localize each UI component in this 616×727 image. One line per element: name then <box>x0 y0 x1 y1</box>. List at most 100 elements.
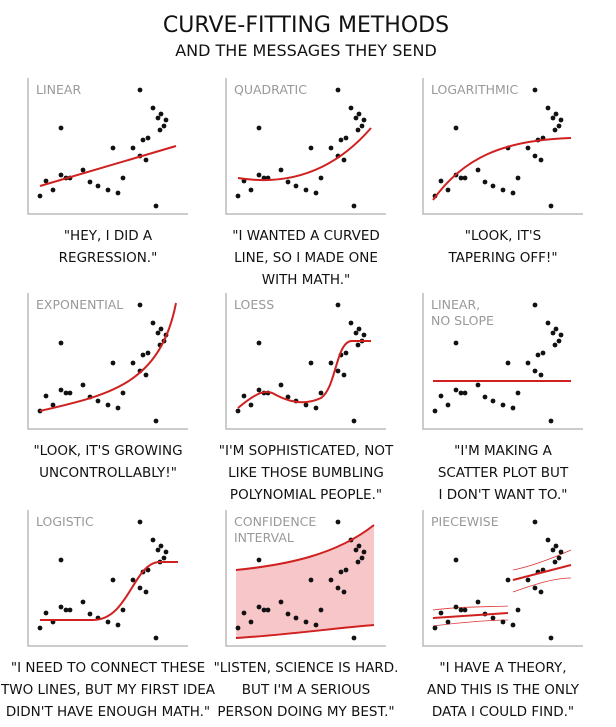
panel-label: QUADRATIC <box>234 82 307 97</box>
dot <box>343 567 349 573</box>
dot <box>335 519 341 525</box>
dot <box>445 187 451 193</box>
dot <box>150 537 156 543</box>
dot <box>155 330 161 336</box>
dot <box>50 187 56 193</box>
dot <box>143 157 149 163</box>
dot <box>145 350 151 356</box>
caption: "LOOK, IT'S GROWING <box>33 443 182 459</box>
dot <box>348 105 354 111</box>
fit-curve <box>235 624 375 639</box>
fit-curve <box>237 340 371 409</box>
dot <box>355 127 361 133</box>
dot <box>538 372 544 378</box>
dot <box>458 390 464 396</box>
dot <box>359 555 365 561</box>
dot <box>278 382 284 388</box>
dot <box>143 589 149 595</box>
dot <box>137 585 143 591</box>
panel-label: LINEAR, <box>431 297 480 312</box>
dot <box>278 599 284 605</box>
dot <box>63 607 69 613</box>
dot <box>341 372 347 378</box>
dot <box>353 115 359 121</box>
dot <box>438 610 444 616</box>
dot <box>475 599 481 605</box>
dot <box>256 340 262 346</box>
dot <box>150 105 156 111</box>
dot <box>351 635 357 641</box>
dot <box>150 320 156 326</box>
dot <box>553 543 559 549</box>
dot <box>335 302 341 308</box>
dot <box>505 577 511 583</box>
dot <box>130 577 136 583</box>
dot <box>110 360 116 366</box>
dot <box>110 145 116 151</box>
dot <box>58 604 64 610</box>
panel: EXPONENTIAL "LOOK, IT'S GROWING UNCONTROLL… <box>27 293 188 481</box>
dot <box>453 557 459 563</box>
dot <box>303 402 309 408</box>
caption: PERSON DOING MY BEST." <box>217 704 394 720</box>
dot <box>158 111 164 117</box>
dot <box>318 175 324 181</box>
dot <box>95 183 101 189</box>
fit-curve <box>39 145 177 187</box>
dot <box>58 387 64 393</box>
caption: "I'M MAKING A <box>454 443 552 459</box>
caption: TAPERING OFF!" <box>447 250 557 266</box>
panel-label: LOESS <box>234 297 274 312</box>
caption: DATA I COULD FIND." <box>432 704 574 720</box>
dot <box>558 117 564 123</box>
dot <box>538 589 544 595</box>
fit-curve <box>235 524 375 571</box>
fit-curve <box>40 561 178 621</box>
dot <box>482 179 488 185</box>
dot <box>356 543 362 549</box>
dot <box>361 549 367 555</box>
dot <box>356 111 362 117</box>
panel-label: NO SLOPE <box>431 313 494 328</box>
dot <box>241 393 247 399</box>
dot <box>552 559 558 565</box>
dot <box>540 350 546 356</box>
dot <box>58 172 64 178</box>
dot <box>80 599 86 605</box>
dot <box>163 549 169 555</box>
panel-label: EXPONENTIAL <box>36 297 123 312</box>
panel: LOESS "I'M SOPHISTICATED, NOT LIKE THOSE B… <box>219 293 394 503</box>
dot <box>532 368 538 374</box>
dot <box>438 178 444 184</box>
dot <box>462 175 468 181</box>
axes <box>422 78 583 215</box>
dot <box>235 408 241 414</box>
dot <box>37 625 43 631</box>
caption: "I NEED TO CONNECT THESE <box>11 660 205 676</box>
dot <box>153 635 159 641</box>
dot <box>510 405 516 411</box>
dot <box>256 125 262 131</box>
panel: QUADRATIC "I WANTED A CURVED LINE, SO I MA… <box>225 78 386 288</box>
dot <box>545 105 551 111</box>
axes <box>27 510 188 647</box>
dot <box>256 172 262 178</box>
dot <box>341 589 347 595</box>
dot <box>548 635 554 641</box>
dot <box>556 123 562 129</box>
dot <box>475 167 481 173</box>
dot <box>278 167 284 173</box>
axes <box>27 293 188 430</box>
dot <box>137 302 143 308</box>
caption: LINE, SO I MADE ONE <box>234 250 378 266</box>
dot <box>161 123 167 129</box>
dot <box>318 390 324 396</box>
dot <box>475 382 481 388</box>
caption: SCATTER PLOT BUT <box>438 465 569 481</box>
dot <box>490 615 496 621</box>
caption: DIDN'T HAVE ENOUGH MATH." <box>6 704 210 720</box>
dot <box>359 123 365 129</box>
dot <box>120 175 126 181</box>
dot <box>115 190 121 196</box>
